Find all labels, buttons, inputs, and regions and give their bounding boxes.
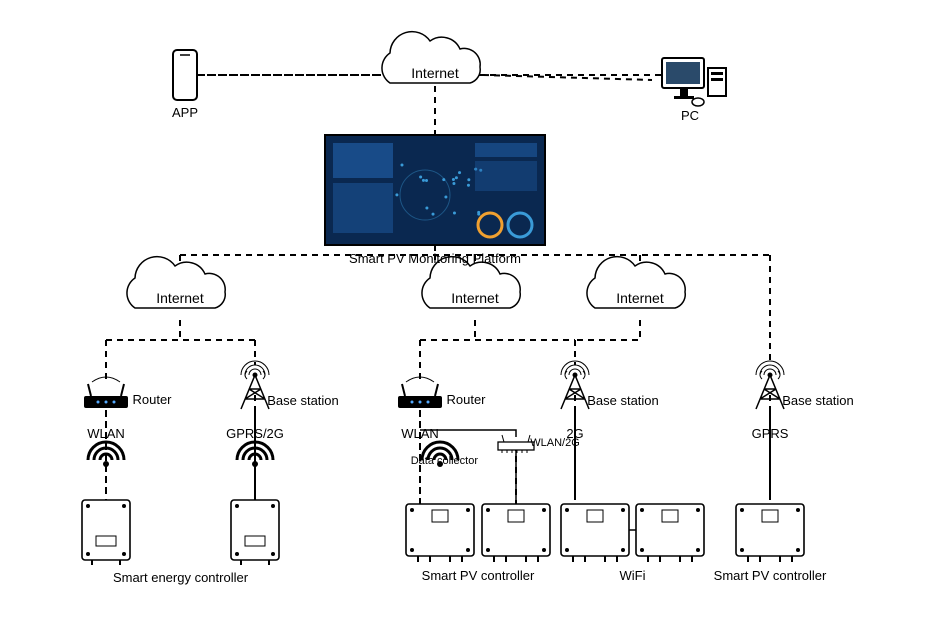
gprs2g-label: GPRS/2G [226, 426, 284, 441]
platform-label: Smart PV Monitoring Platform [349, 251, 521, 266]
wlan-label: WLAN [87, 426, 125, 441]
router-icon [398, 377, 442, 408]
pv-controller-icon [736, 504, 804, 562]
pc-icon [662, 58, 726, 106]
wlan-label: WLAN [401, 426, 439, 441]
controller-icon [231, 500, 279, 565]
diagram-canvas: Internet Internet Internet Internet [0, 0, 950, 630]
gprs-label: GPRS [752, 426, 789, 441]
controller-icon [82, 500, 130, 565]
data-collector-icon [498, 435, 534, 453]
router-label: Router [132, 392, 171, 407]
svg-text:Internet: Internet [156, 290, 204, 306]
sec-label: Smart energy controller [113, 570, 248, 585]
pc-label: PC [681, 108, 699, 123]
router-icon [84, 377, 128, 408]
pv-controller-icon [561, 504, 629, 562]
cloud-icon: Internet [587, 257, 685, 308]
pv-controller-icon [406, 504, 474, 562]
app-label: APP [172, 105, 198, 120]
cloud-icon: Internet [127, 257, 225, 308]
spc-label: Smart PV controller [422, 568, 535, 583]
phone-icon [173, 50, 197, 100]
base-station-label: Base station [782, 393, 854, 408]
wlan2g-label: WLAN/2G [530, 437, 580, 449]
wifi-label: WiFi [620, 568, 646, 583]
cloud-icon: Internet [382, 32, 480, 83]
connection-line [575, 320, 640, 340]
pv-controller-icon [482, 504, 550, 562]
spc-label: Smart PV controller [714, 568, 827, 583]
pv-controller-icon [636, 504, 704, 562]
tower-icon [756, 361, 784, 409]
svg-text:Internet: Internet [411, 65, 459, 81]
platform-screen [325, 135, 545, 245]
base-station-label: Base station [587, 393, 659, 408]
svg-text:Internet: Internet [616, 290, 664, 306]
base-station-label: Base station [267, 393, 339, 408]
svg-text:Internet: Internet [451, 290, 499, 306]
tower-icon [241, 361, 269, 409]
router-label: Router [446, 392, 485, 407]
data_collector-label: Data collector [411, 455, 478, 467]
tower-icon [561, 361, 589, 409]
